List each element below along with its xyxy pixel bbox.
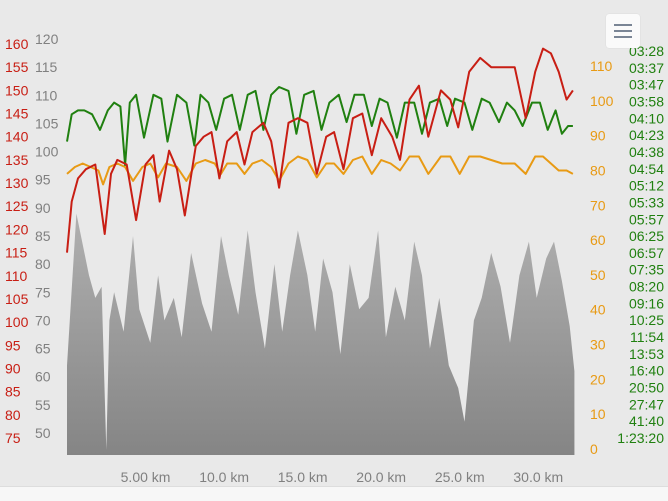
distance-tick-label: 20.0 km <box>356 469 406 485</box>
pace-tick-label: 05:57 <box>629 211 664 227</box>
hr-tick-label: 130 <box>5 175 29 191</box>
distance-tick-label: 30.0 km <box>513 469 563 485</box>
plot-area[interactable] <box>66 47 575 455</box>
hr-tick-label: 105 <box>5 291 29 307</box>
elevation-tick-label: 110 <box>35 87 58 103</box>
hr-tick-label: 90 <box>5 360 21 376</box>
pace-tick-label: 27:47 <box>629 396 664 412</box>
hr-left-axis: 160 155 150 145 140 135 130 125 120 115 110 105 100 9… <box>5 36 29 446</box>
heart-rate-line <box>66 47 574 253</box>
hamburger-icon <box>614 24 632 26</box>
cadence-tick-label: 70 <box>590 197 606 213</box>
elevation-tick-label: 50 <box>35 425 51 441</box>
hr-tick-label: 135 <box>5 152 29 168</box>
cadence-line <box>66 155 574 186</box>
cadence-tick-label: 50 <box>590 267 606 283</box>
hr-tick-label: 145 <box>5 106 29 122</box>
cadence-tick-label: 110 <box>590 58 613 74</box>
elevation-tick-label: 85 <box>35 228 51 244</box>
pace-tick-label: 20:50 <box>629 380 664 396</box>
elevation-tick-label: 65 <box>35 341 51 357</box>
hr-tick-label: 80 <box>5 407 21 423</box>
pace-tick-label: 05:12 <box>629 178 664 194</box>
elevation-tick-label: 100 <box>35 144 59 160</box>
elevation-tick-label: 70 <box>35 312 51 328</box>
pace-tick-label: 41:40 <box>629 413 664 429</box>
hamburger-icon-line <box>614 36 632 38</box>
pace-tick-label: 04:10 <box>629 110 664 126</box>
cadence-tick-label: 40 <box>590 302 606 318</box>
elevation-tick-label: 95 <box>35 172 51 188</box>
distance-x-axis: 5.00 km 10.0 km 15.0 km 20.0 km 25.0 km 30.0 … <box>121 469 564 485</box>
elevation-tick-label: 60 <box>35 369 51 385</box>
pace-tick-label: 03:37 <box>629 60 664 76</box>
hr-tick-label: 125 <box>5 198 29 214</box>
hr-tick-label: 75 <box>5 430 21 446</box>
cadence-tick-label: 20 <box>590 371 606 387</box>
pace-tick-label: 03:47 <box>629 77 664 93</box>
hr-tick-label: 150 <box>5 82 29 98</box>
hr-tick-label: 115 <box>5 245 28 261</box>
elevation-tick-label: 115 <box>35 59 58 75</box>
pace-right-axis: 03:2803:3703:4703:5804:1004:2304:3804:54… <box>617 43 664 446</box>
menu-button[interactable] <box>606 14 640 48</box>
bottom-bar <box>0 486 668 501</box>
elevation-tick-label: 105 <box>35 115 59 131</box>
elevation-left-axis: 120 115 110 105 100 95 90 85 80 75 70 65 60 55 50 <box>35 31 59 441</box>
hr-tick-label: 85 <box>5 384 21 400</box>
distance-tick-label: 5.00 km <box>121 469 171 485</box>
pace-tick-label: 09:16 <box>629 295 664 311</box>
pace-tick-label: 10:25 <box>629 312 664 328</box>
pace-tick-label: 06:57 <box>629 245 664 261</box>
elevation-area <box>67 213 575 455</box>
hr-tick-label: 95 <box>5 337 21 353</box>
pace-tick-label: 06:25 <box>629 228 664 244</box>
cadence-tick-label: 90 <box>590 128 606 144</box>
cadence-tick-label: 0 <box>590 441 598 457</box>
pace-tick-label: 11:54 <box>630 329 664 345</box>
pace-tick-label: 16:40 <box>629 363 664 379</box>
elevation-tick-label: 55 <box>35 397 51 413</box>
pace-tick-label: 03:58 <box>629 93 664 109</box>
pace-tick-label: 13:53 <box>629 346 664 362</box>
pace-tick-label: 1:23:20 <box>617 430 664 446</box>
hr-tick-label: 155 <box>5 59 29 75</box>
cadence-tick-label: 10 <box>590 406 606 422</box>
distance-tick-label: 10.0 km <box>199 469 249 485</box>
elevation-tick-label: 80 <box>35 256 51 272</box>
cadence-tick-label: 30 <box>590 337 606 353</box>
pace-tick-label: 08:20 <box>629 279 664 295</box>
cadence-tick-label: 80 <box>590 162 606 178</box>
pace-tick-label: 04:38 <box>629 144 664 160</box>
pace-tick-label: 05:33 <box>629 194 664 210</box>
cadence-tick-label: 60 <box>590 232 606 248</box>
pace-tick-label: 04:54 <box>629 161 664 177</box>
cadence-tick-label: 100 <box>590 93 614 109</box>
hr-tick-label: 140 <box>5 129 29 145</box>
elevation-tick-label: 90 <box>35 200 51 216</box>
pace-tick-label: 04:23 <box>629 127 664 143</box>
pace-tick-label: 07:35 <box>629 262 664 278</box>
hr-tick-label: 110 <box>5 268 28 284</box>
hamburger-icon-line <box>614 30 632 32</box>
hr-tick-label: 100 <box>5 314 29 330</box>
hr-tick-label: 120 <box>5 221 29 237</box>
hr-tick-label: 160 <box>5 36 29 52</box>
pace-line <box>66 86 573 166</box>
distance-tick-label: 25.0 km <box>435 469 485 485</box>
distance-tick-label: 15.0 km <box>278 469 328 485</box>
elevation-tick-label: 120 <box>35 31 59 47</box>
elevation-tick-label: 75 <box>35 284 51 300</box>
